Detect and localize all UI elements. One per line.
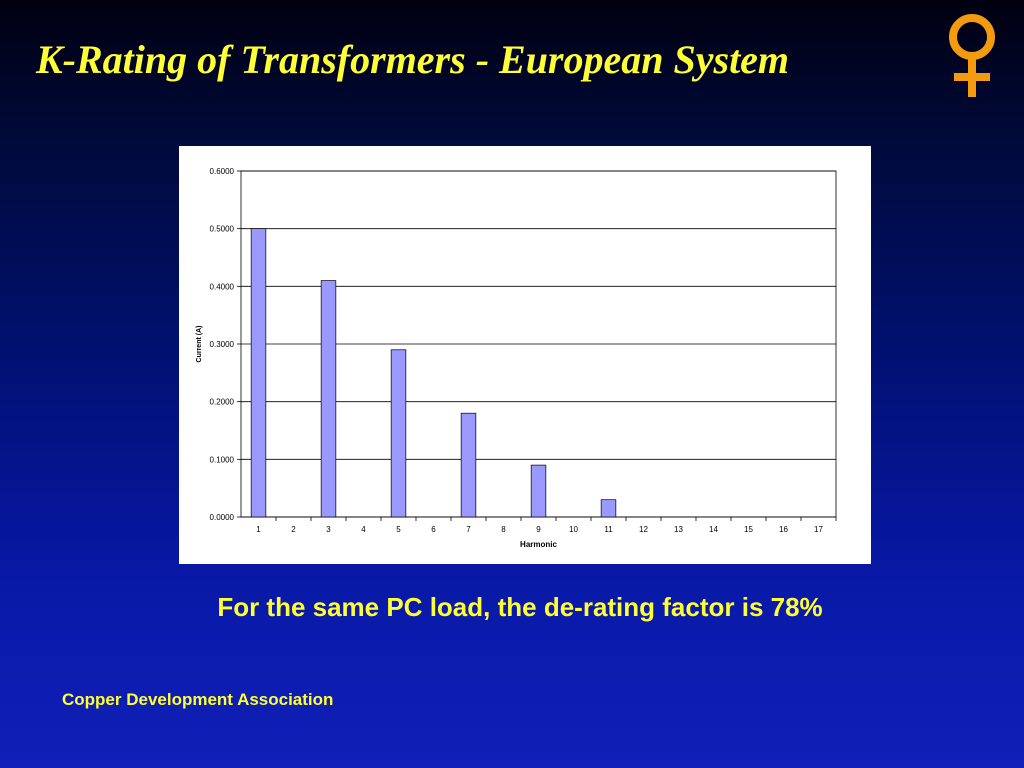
x-tick-label: 14 xyxy=(709,525,718,534)
y-tick-label: 0.2000 xyxy=(210,398,235,407)
x-tick-label: 4 xyxy=(361,525,366,534)
bar xyxy=(460,412,477,518)
derating-statement: For the same PC load, the de-rating fact… xyxy=(217,592,823,622)
x-tick-label: 16 xyxy=(779,525,788,534)
x-tick-label: 13 xyxy=(674,525,683,534)
bar xyxy=(600,499,617,518)
x-tick-label: 11 xyxy=(604,525,613,534)
x-axis-title: Harmonic xyxy=(520,540,557,549)
bar xyxy=(390,349,407,518)
bar xyxy=(250,228,267,518)
x-tick-label: 6 xyxy=(431,525,436,534)
x-tick-label: 1 xyxy=(256,525,261,534)
chart-panel: 0.0000 0.1000 0.2000 0.3000 0.4000 0.5000 0.60… xyxy=(179,146,871,564)
x-tick-label: 5 xyxy=(396,525,401,534)
x-tick-label: 12 xyxy=(639,525,648,534)
y-axis-title: Current (A) xyxy=(196,326,203,363)
y-tick-label: 0.4000 xyxy=(210,282,235,291)
x-tick-label: 3 xyxy=(326,525,331,534)
y-tick-label: 0.5000 xyxy=(210,225,235,234)
y-tick-label: 0.1000 xyxy=(210,455,235,464)
x-tick-label: 10 xyxy=(569,525,578,534)
bar xyxy=(320,280,337,518)
x-tick-label: 17 xyxy=(814,525,823,534)
bar xyxy=(530,464,547,518)
harmonic-current-chart: 0.0000 0.1000 0.2000 0.3000 0.4000 0.5000 0.60… xyxy=(196,167,837,549)
y-tick-label: 0.3000 xyxy=(210,340,235,349)
x-tick-label: 8 xyxy=(501,525,506,534)
copper-symbol-icon xyxy=(949,14,995,97)
x-tick-label: 7 xyxy=(466,525,471,534)
x-tick-label: 15 xyxy=(744,525,753,534)
y-tick-label: 0.0000 xyxy=(210,513,235,522)
y-tick-label: 0.6000 xyxy=(210,167,235,176)
x-tick-label: 2 xyxy=(291,525,296,534)
footer-organization: Copper Development Association xyxy=(62,690,334,709)
x-tick-label: 9 xyxy=(536,525,541,534)
slide-title: K-Rating of Transformers - European Syst… xyxy=(36,37,790,82)
